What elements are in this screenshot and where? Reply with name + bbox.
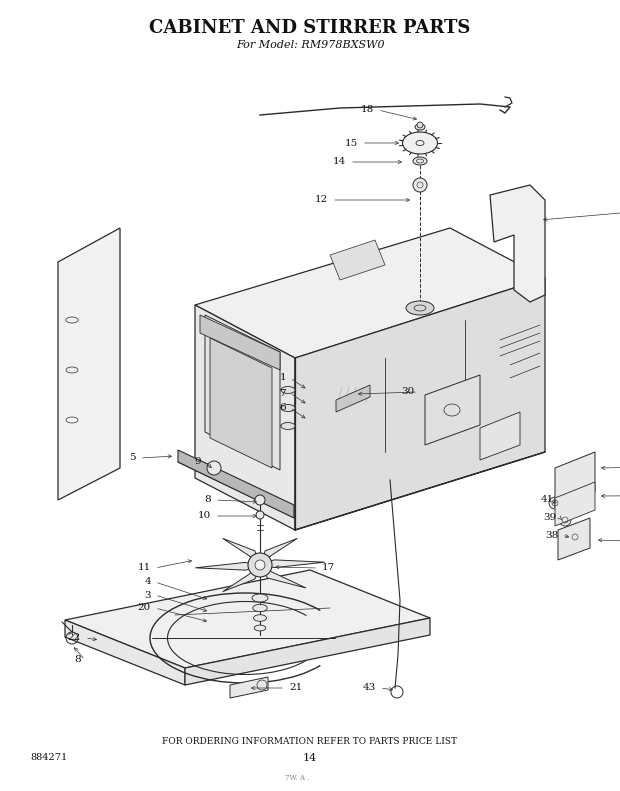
Ellipse shape [253,604,267,611]
Text: 17: 17 [322,563,335,573]
Text: 4: 4 [144,577,151,586]
Ellipse shape [413,157,427,165]
Text: eReplacementParts.com: eReplacementParts.com [206,422,414,437]
Text: 10: 10 [198,512,211,520]
Ellipse shape [252,594,268,602]
Ellipse shape [254,615,267,621]
Text: 14: 14 [333,157,346,166]
Polygon shape [295,278,545,530]
Text: 20: 20 [138,604,151,612]
Polygon shape [425,375,480,445]
Polygon shape [223,539,260,565]
Text: 1: 1 [280,373,286,383]
Polygon shape [195,562,260,570]
Text: 6: 6 [280,403,286,412]
Ellipse shape [254,625,266,631]
Ellipse shape [281,404,295,411]
Polygon shape [205,315,280,470]
Text: 18: 18 [361,105,374,115]
Text: 41: 41 [541,495,554,505]
Text: 14: 14 [303,753,317,763]
Polygon shape [558,518,590,560]
Circle shape [255,495,265,505]
Circle shape [417,122,423,128]
Polygon shape [65,620,185,685]
Ellipse shape [281,422,295,430]
Polygon shape [480,412,520,460]
Polygon shape [260,565,306,588]
Text: 884271: 884271 [30,754,67,763]
Polygon shape [555,452,595,508]
Text: 30: 30 [401,388,414,396]
Text: 7: 7 [280,388,286,398]
Text: 21: 21 [289,683,303,692]
Circle shape [549,497,561,509]
Text: 15: 15 [345,138,358,147]
Text: 7W. A .: 7W. A . [285,774,310,782]
Polygon shape [230,677,268,698]
Circle shape [413,178,427,192]
Polygon shape [195,228,545,358]
Text: 8: 8 [74,656,81,664]
Polygon shape [260,560,325,568]
Text: FOR ORDERING INFORMATION REFER TO PARTS PRICE LIST: FOR ORDERING INFORMATION REFER TO PARTS … [162,737,458,747]
Text: 8: 8 [205,495,211,505]
Polygon shape [260,539,297,565]
Circle shape [248,553,272,577]
Polygon shape [336,385,370,412]
Polygon shape [555,482,595,526]
Circle shape [255,560,265,570]
Ellipse shape [415,124,425,130]
Polygon shape [185,618,430,685]
Circle shape [207,461,221,475]
Polygon shape [65,570,430,668]
Ellipse shape [281,387,295,393]
Polygon shape [58,228,120,500]
Polygon shape [178,450,294,518]
Circle shape [256,511,264,519]
Text: 12: 12 [315,195,328,205]
Text: 43: 43 [363,683,376,692]
Text: 5: 5 [130,453,136,463]
Circle shape [569,531,581,543]
Text: 11: 11 [138,563,151,573]
Text: 9: 9 [195,457,201,467]
Polygon shape [195,305,295,530]
Polygon shape [210,338,272,468]
Circle shape [559,514,571,526]
Text: For Model: RM978BXSW0: For Model: RM978BXSW0 [236,40,384,50]
Ellipse shape [406,301,434,315]
Polygon shape [200,315,280,370]
Polygon shape [330,240,385,280]
Ellipse shape [402,132,438,154]
Text: 22: 22 [68,634,81,642]
Polygon shape [223,565,260,592]
Text: CABINET AND STIRRER PARTS: CABINET AND STIRRER PARTS [149,19,471,37]
Text: 39: 39 [542,513,556,523]
Text: 38: 38 [545,531,558,539]
Polygon shape [490,185,545,302]
Text: 3: 3 [144,591,151,600]
